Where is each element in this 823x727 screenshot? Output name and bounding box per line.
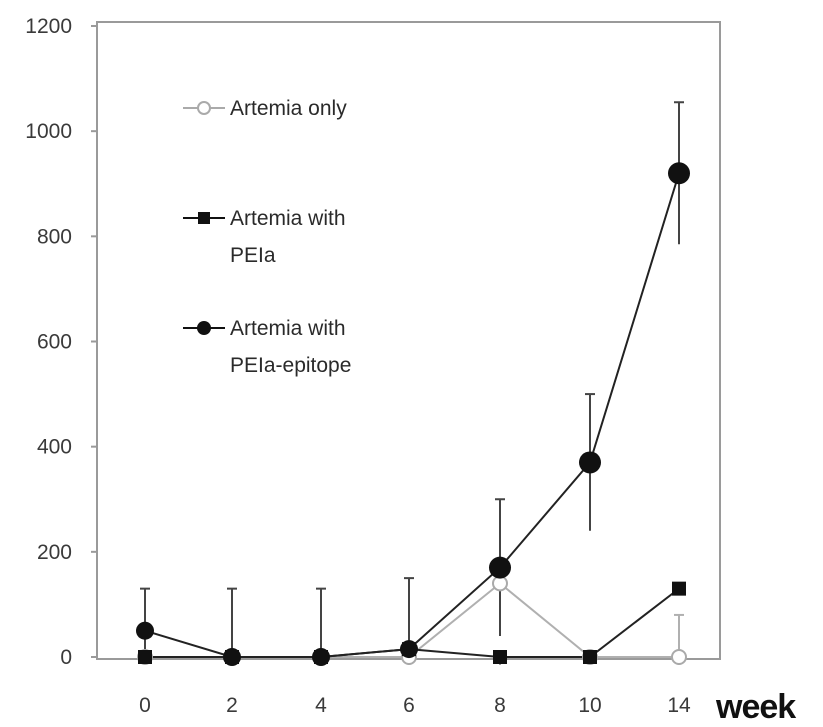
data-point-filled-circle <box>668 162 690 185</box>
y-axis: 0 200 400 600 800 1000 1200 <box>25 15 97 669</box>
y-tick-label: 1200 <box>25 15 72 38</box>
data-point-filled-circle <box>489 556 511 579</box>
data-point-square <box>138 650 152 664</box>
x-tick-label: 14 <box>667 694 691 717</box>
legend-item-artemia-with-peia-epitope: Artemia with PEIa-epitope <box>183 317 351 377</box>
legend-label: Artemia with <box>230 317 346 340</box>
y-tick-label: 400 <box>37 436 72 459</box>
legend-marker-square <box>198 212 210 224</box>
data-point-square <box>493 650 507 664</box>
y-tick-label: 0 <box>60 646 72 669</box>
series-lines <box>144 172 680 658</box>
data-point-square <box>672 581 686 596</box>
legend-marker-filled-circle <box>197 321 211 335</box>
data-markers <box>136 162 690 666</box>
data-point-filled-circle <box>312 648 330 666</box>
x-tick-label: 2 <box>226 694 238 717</box>
data-point-square <box>583 650 597 664</box>
legend-item-artemia-with-peia: Artemia with PEIa <box>183 207 346 267</box>
x-tick-label: 10 <box>578 694 601 717</box>
x-tick-label: 6 <box>403 694 415 717</box>
data-point-filled-circle <box>400 640 418 659</box>
legend-label: Artemia only <box>230 97 347 120</box>
x-axis-unit-label: week <box>715 688 796 722</box>
series-line <box>144 172 680 658</box>
legend-marker-open-circle <box>197 101 211 115</box>
data-point-filled-circle <box>579 451 601 474</box>
y-tick-label: 200 <box>37 541 72 564</box>
y-tick-label: 1000 <box>25 120 72 143</box>
data-point-filled-circle <box>136 621 154 640</box>
x-tick-label: 4 <box>315 694 327 717</box>
y-tick-label: 800 <box>37 225 72 248</box>
legend-item-artemia-only: Artemia only <box>183 97 347 120</box>
error-bars <box>140 101 684 657</box>
data-point-filled-circle <box>223 648 241 666</box>
x-tick-label: 0 <box>139 694 151 717</box>
legend-label: Artemia with <box>230 207 346 230</box>
legend-label: PEIa <box>230 244 276 267</box>
legend: Artemia only Artemia with PEIa Artemia w… <box>183 97 351 377</box>
x-tick-label: 8 <box>494 694 506 717</box>
legend-label: PEIa-epitope <box>230 354 351 377</box>
y-tick-label: 600 <box>37 331 72 354</box>
x-axis: 0 2 4 6 8 10 14 <box>139 659 691 717</box>
data-point-open-circle <box>671 649 687 665</box>
